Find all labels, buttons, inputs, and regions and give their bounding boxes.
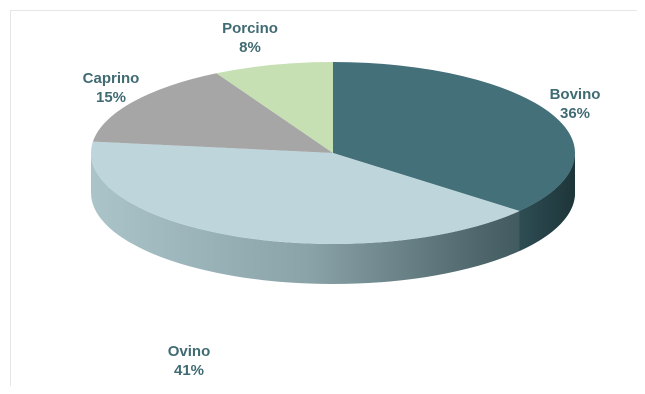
chart-frame — [10, 10, 637, 386]
slice-percent-caprino: 15% — [96, 89, 126, 106]
slice-percent-porcino: 8% — [239, 39, 261, 56]
pie-labels: Bovino 36% Ovino 41% Caprino 15% Porcino 8% — [83, 20, 601, 379]
data-label-porcino: Porcino 8% — [222, 20, 278, 56]
slice-name-ovino: Ovino — [168, 343, 211, 360]
data-label-bovino: Bovino 36% — [550, 86, 601, 122]
pie-slice-porcino — [216, 62, 333, 153]
data-label-caprino: Caprino 15% — [83, 70, 140, 106]
data-label-ovino: Ovino 41% — [168, 343, 211, 379]
pie-slice-bovino — [333, 62, 575, 212]
pie-slice-caprino — [92, 73, 334, 153]
slice-name-porcino: Porcino — [222, 20, 278, 37]
pie-slice-ovino — [91, 141, 520, 245]
slice-percent-ovino: 41% — [174, 362, 204, 379]
pie-top — [91, 62, 575, 245]
slice-percent-bovino: 36% — [560, 105, 590, 122]
pie-side-wall — [91, 153, 575, 284]
pie-side-wall-bovino — [519, 153, 575, 252]
pie-side — [91, 153, 575, 284]
slice-name-bovino: Bovino — [550, 86, 601, 103]
slice-name-caprino: Caprino — [83, 70, 140, 87]
